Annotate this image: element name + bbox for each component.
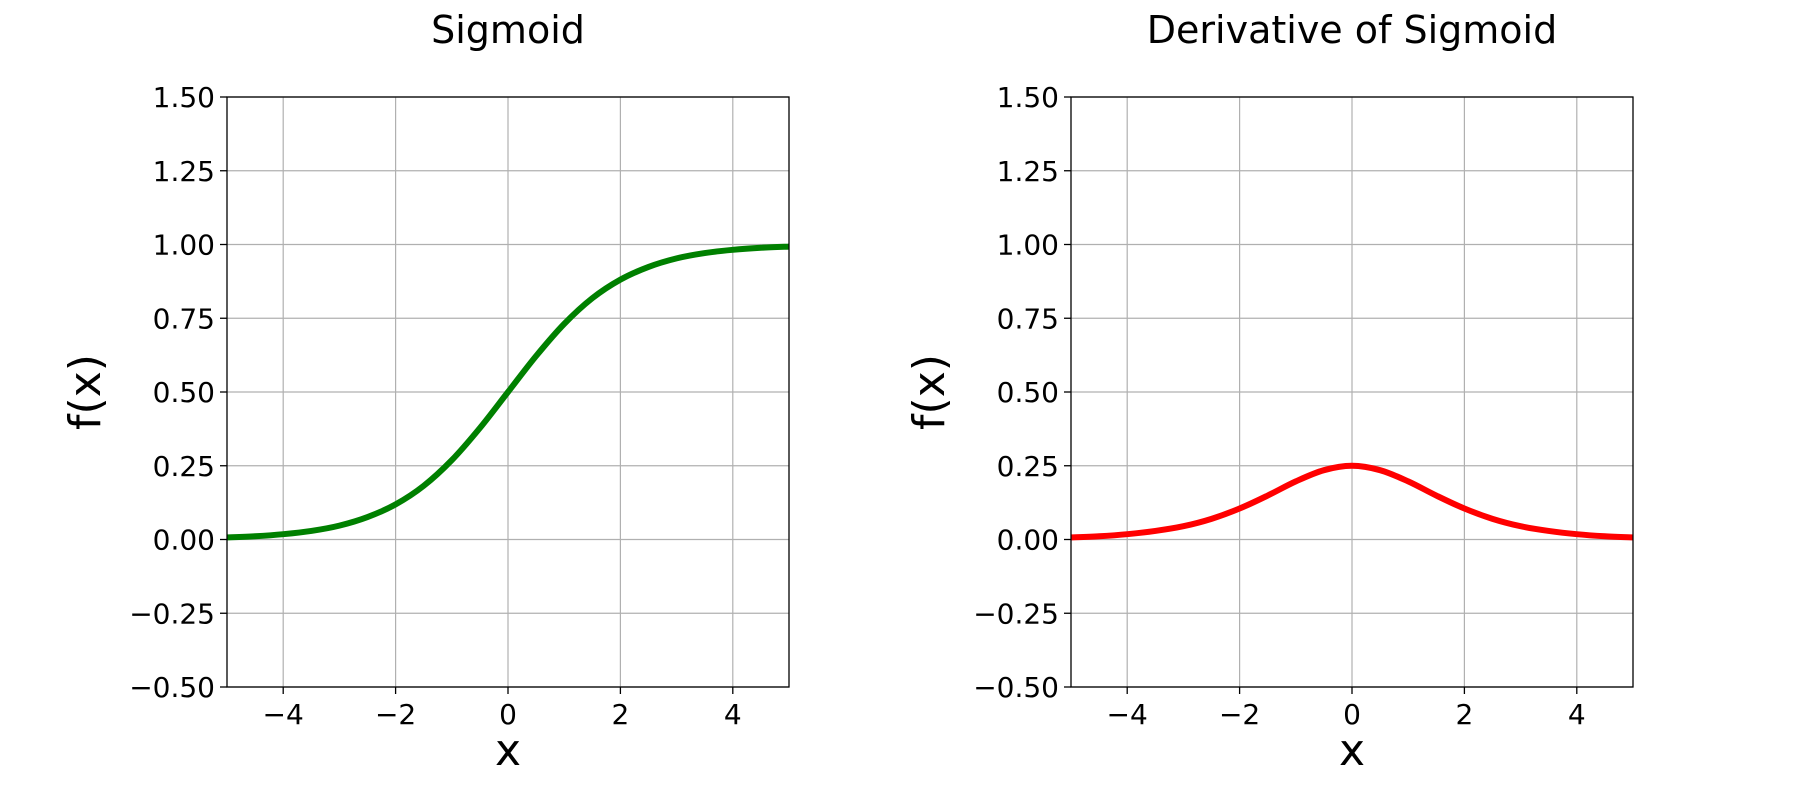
y-tick-label: −0.25 — [973, 597, 1059, 630]
chart-title: Sigmoid — [431, 8, 585, 52]
sigmoid-panel: Sigmoid x f(x) −4 −2 0 2 4 −0.50 −0.25 0.00 0.25… — [60, 8, 790, 776]
x-axis-label: x — [495, 725, 521, 776]
y-tick-label: 1.25 — [153, 155, 215, 188]
y-tick-label: 0.25 — [153, 450, 215, 483]
x-tick-label: −4 — [1107, 698, 1148, 731]
x-tick-label: 4 — [724, 698, 742, 731]
y-tick-label: 1.50 — [153, 81, 215, 114]
x-tick-label: −4 — [263, 698, 304, 731]
chart-title: Derivative of Sigmoid — [1147, 8, 1557, 52]
y-tick-label: −0.50 — [973, 671, 1059, 704]
x-tick-label: 4 — [1568, 698, 1586, 731]
derivative-panel: Derivative of Sigmoid x f(x) −4 −2 0 2 4 −0.5… — [904, 8, 1634, 776]
x-tick-label: −2 — [375, 698, 416, 731]
x-tick-label: 0 — [499, 698, 517, 731]
series-line — [227, 243, 789, 541]
y-tick-label: 0.75 — [153, 302, 215, 335]
y-axis-label: f(x) — [904, 354, 955, 430]
y-tick-label: −0.25 — [129, 597, 215, 630]
y-tick-label: 0.50 — [153, 376, 215, 409]
x-tick-label: −2 — [1219, 698, 1260, 731]
x-axis-label: x — [1339, 725, 1365, 776]
y-tick-label: 1.25 — [997, 155, 1059, 188]
x-tick-label: 2 — [611, 698, 629, 731]
y-tick-label: 0.00 — [153, 524, 215, 557]
x-tick-label: 0 — [1343, 698, 1361, 731]
y-tick-label: −0.50 — [129, 671, 215, 704]
y-tick-label: 0.50 — [997, 376, 1059, 409]
y-tick-label: 0.25 — [997, 450, 1059, 483]
y-tick-label: 1.50 — [997, 81, 1059, 114]
y-tick-label: 1.00 — [997, 229, 1059, 262]
y-axis-label: f(x) — [60, 354, 111, 430]
x-tick-label: 2 — [1455, 698, 1473, 731]
y-tick-label: 0.75 — [997, 302, 1059, 335]
series-line — [1071, 462, 1633, 541]
y-tick-label: 1.00 — [153, 229, 215, 262]
y-tick-label: 0.00 — [997, 524, 1059, 557]
